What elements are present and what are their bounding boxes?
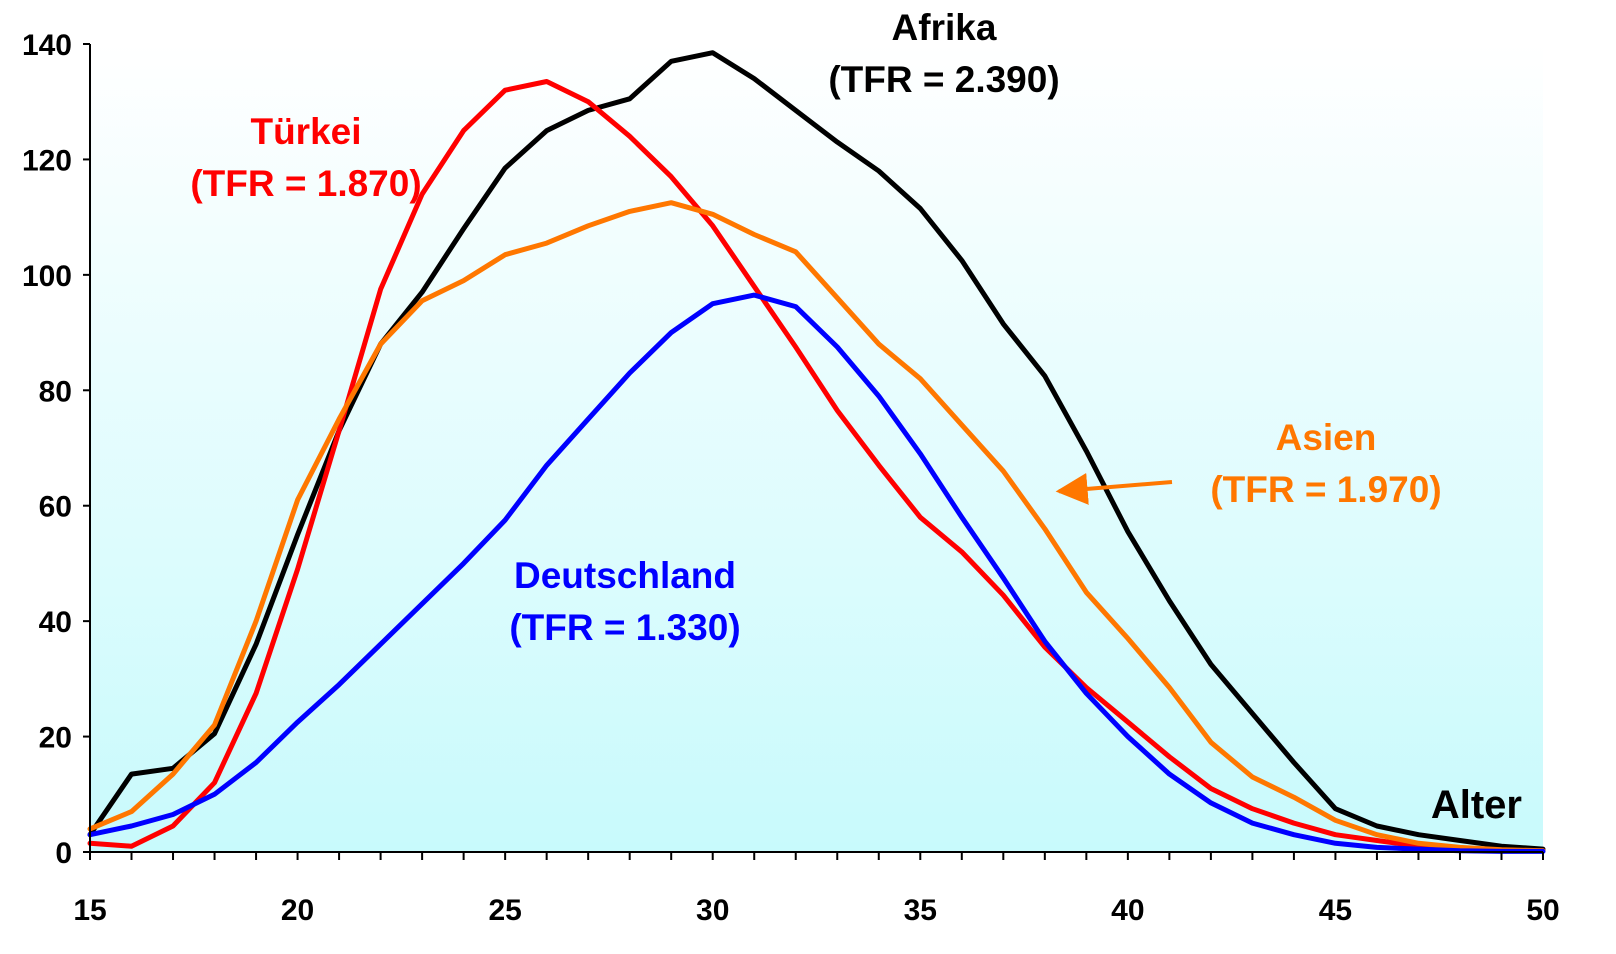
x-axis-label: Alter bbox=[1431, 783, 1522, 827]
series-label-asien-name: Asien bbox=[1276, 417, 1377, 458]
series-line-türkei bbox=[87, 79, 1546, 854]
series-label-afrika-name: Afrika bbox=[892, 7, 997, 48]
series-line-asien bbox=[87, 200, 1546, 854]
series-label-afrika-tfr: (TFR = 2.390) bbox=[828, 59, 1059, 100]
y-tick-label: 80 bbox=[39, 375, 72, 408]
series-label-deutschland-tfr: (TFR = 1.330) bbox=[509, 607, 740, 648]
x-tick-label: 20 bbox=[281, 894, 314, 927]
series-label-türkei-name: Türkei bbox=[250, 111, 361, 152]
y-tick-label: 140 bbox=[22, 29, 72, 62]
y-tick-label: 120 bbox=[22, 144, 72, 177]
series-label-türkei-tfr: (TFR = 1.870) bbox=[190, 163, 421, 204]
asien-arrow bbox=[1055, 472, 1173, 505]
y-tick-label: 100 bbox=[22, 260, 72, 293]
y-tick-label: 40 bbox=[39, 606, 72, 639]
series-label-deutschland-name: Deutschland bbox=[514, 555, 736, 596]
x-tick-label: 40 bbox=[1111, 894, 1144, 927]
series-labels: Afrika (TFR = 2.390) Türkei (TFR = 1.870) As… bbox=[190, 7, 1441, 648]
series-lines bbox=[87, 50, 1546, 854]
x-tick-label: 30 bbox=[696, 894, 729, 927]
x-tick-label: 45 bbox=[1319, 894, 1352, 927]
y-tick-label: 0 bbox=[55, 837, 72, 870]
series-label-asien-tfr: (TFR = 1.970) bbox=[1210, 469, 1441, 510]
y-tick-label: 60 bbox=[39, 491, 72, 524]
axes: 0 20 40 60 80 100 120 140 15 20 25 30 35 40 45 50 bbox=[22, 29, 1560, 927]
x-tick-label: 15 bbox=[73, 894, 106, 927]
x-tick-label: 50 bbox=[1526, 894, 1559, 927]
series-line-deutschland bbox=[87, 292, 1546, 854]
x-tick-label: 35 bbox=[904, 894, 937, 927]
y-tick-label: 20 bbox=[39, 722, 72, 755]
x-tick-label: 25 bbox=[488, 894, 521, 927]
